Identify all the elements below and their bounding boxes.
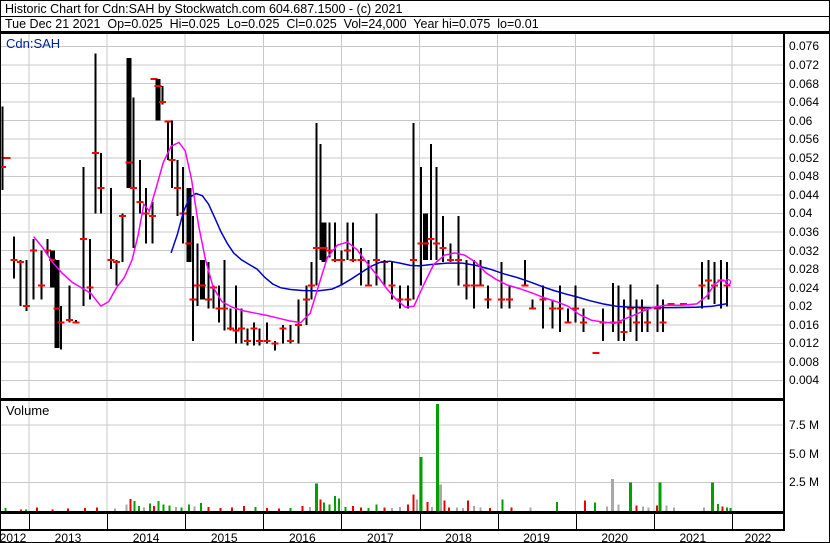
year-label: 2017	[367, 531, 394, 543]
volume-axis-label: 5.0 M	[789, 446, 820, 461]
year-label: 2020	[601, 531, 629, 543]
year-label: 2015	[210, 531, 238, 543]
price-chart	[1, 34, 783, 398]
volume-label: Volume	[6, 403, 50, 418]
quote-summary: Tue Dec 21 2021 Op=0.025 Hi=0.025 Lo=0.0…	[5, 17, 539, 31]
year-tick	[263, 514, 264, 529]
volume-axis-label: 7.5 M	[789, 417, 820, 432]
chart-title: Historic Chart for Cdn:SAH by Stockwatch…	[1, 1, 829, 17]
year-label: 2022	[744, 531, 772, 543]
year-label: 2021	[679, 531, 707, 543]
price-axis-label: 0.068	[789, 76, 820, 91]
year-tick	[654, 514, 655, 529]
price-axis-label: 0.056	[789, 132, 820, 147]
price-axis-label: 0.076	[789, 39, 820, 54]
price-axis-label: 0.064	[789, 95, 820, 110]
volume-chart	[1, 401, 783, 511]
year-tick	[576, 514, 577, 529]
volume-panel: Volume	[1, 401, 783, 514]
price-panel: Cdn:SAH	[1, 34, 783, 401]
price-axis-label: 0.008	[789, 354, 820, 369]
year-tick	[498, 514, 499, 529]
price-axis-label: 0.012	[789, 336, 820, 351]
year-tick	[29, 514, 30, 529]
price-axis-label: 0.016	[789, 317, 820, 332]
price-axis-label: 0.036	[789, 225, 820, 239]
price-axis-label: 0.072	[789, 57, 820, 72]
price-axis-label: 0.04	[789, 206, 813, 221]
axis-divider	[783, 34, 785, 531]
title-bar: Historic Chart for Cdn:SAH by Stockwatch…	[1, 1, 829, 34]
year-tick	[420, 514, 421, 529]
year-label: 2014	[132, 531, 160, 543]
price-axis-label: 0.06	[789, 113, 813, 128]
price-axis-label: 0.032	[789, 243, 820, 258]
price-axis-label: 0.048	[789, 169, 820, 184]
year-label: 2018	[445, 531, 472, 543]
volume-axis-label: 2.5 M	[789, 475, 820, 490]
price-axis-label: 0.02	[789, 299, 813, 314]
year-tick	[341, 514, 342, 529]
x-axis-rule	[1, 529, 785, 531]
year-tick	[185, 514, 186, 529]
year-label: 2016	[288, 531, 316, 543]
price-axis-label: 0.044	[789, 187, 820, 202]
price-axis-label: 0.024	[789, 280, 820, 295]
year-tick	[732, 514, 733, 529]
price-axis-label: 0.052	[789, 150, 820, 165]
year-label: 2012	[0, 531, 27, 543]
symbol-label: Cdn:SAH	[6, 36, 61, 51]
year-tick	[107, 514, 108, 529]
year-label: 2013	[54, 531, 82, 543]
year-label: 2019	[523, 531, 550, 543]
price-axis-label: 0.004	[789, 373, 820, 388]
price-axis-label: 0.028	[789, 262, 820, 277]
